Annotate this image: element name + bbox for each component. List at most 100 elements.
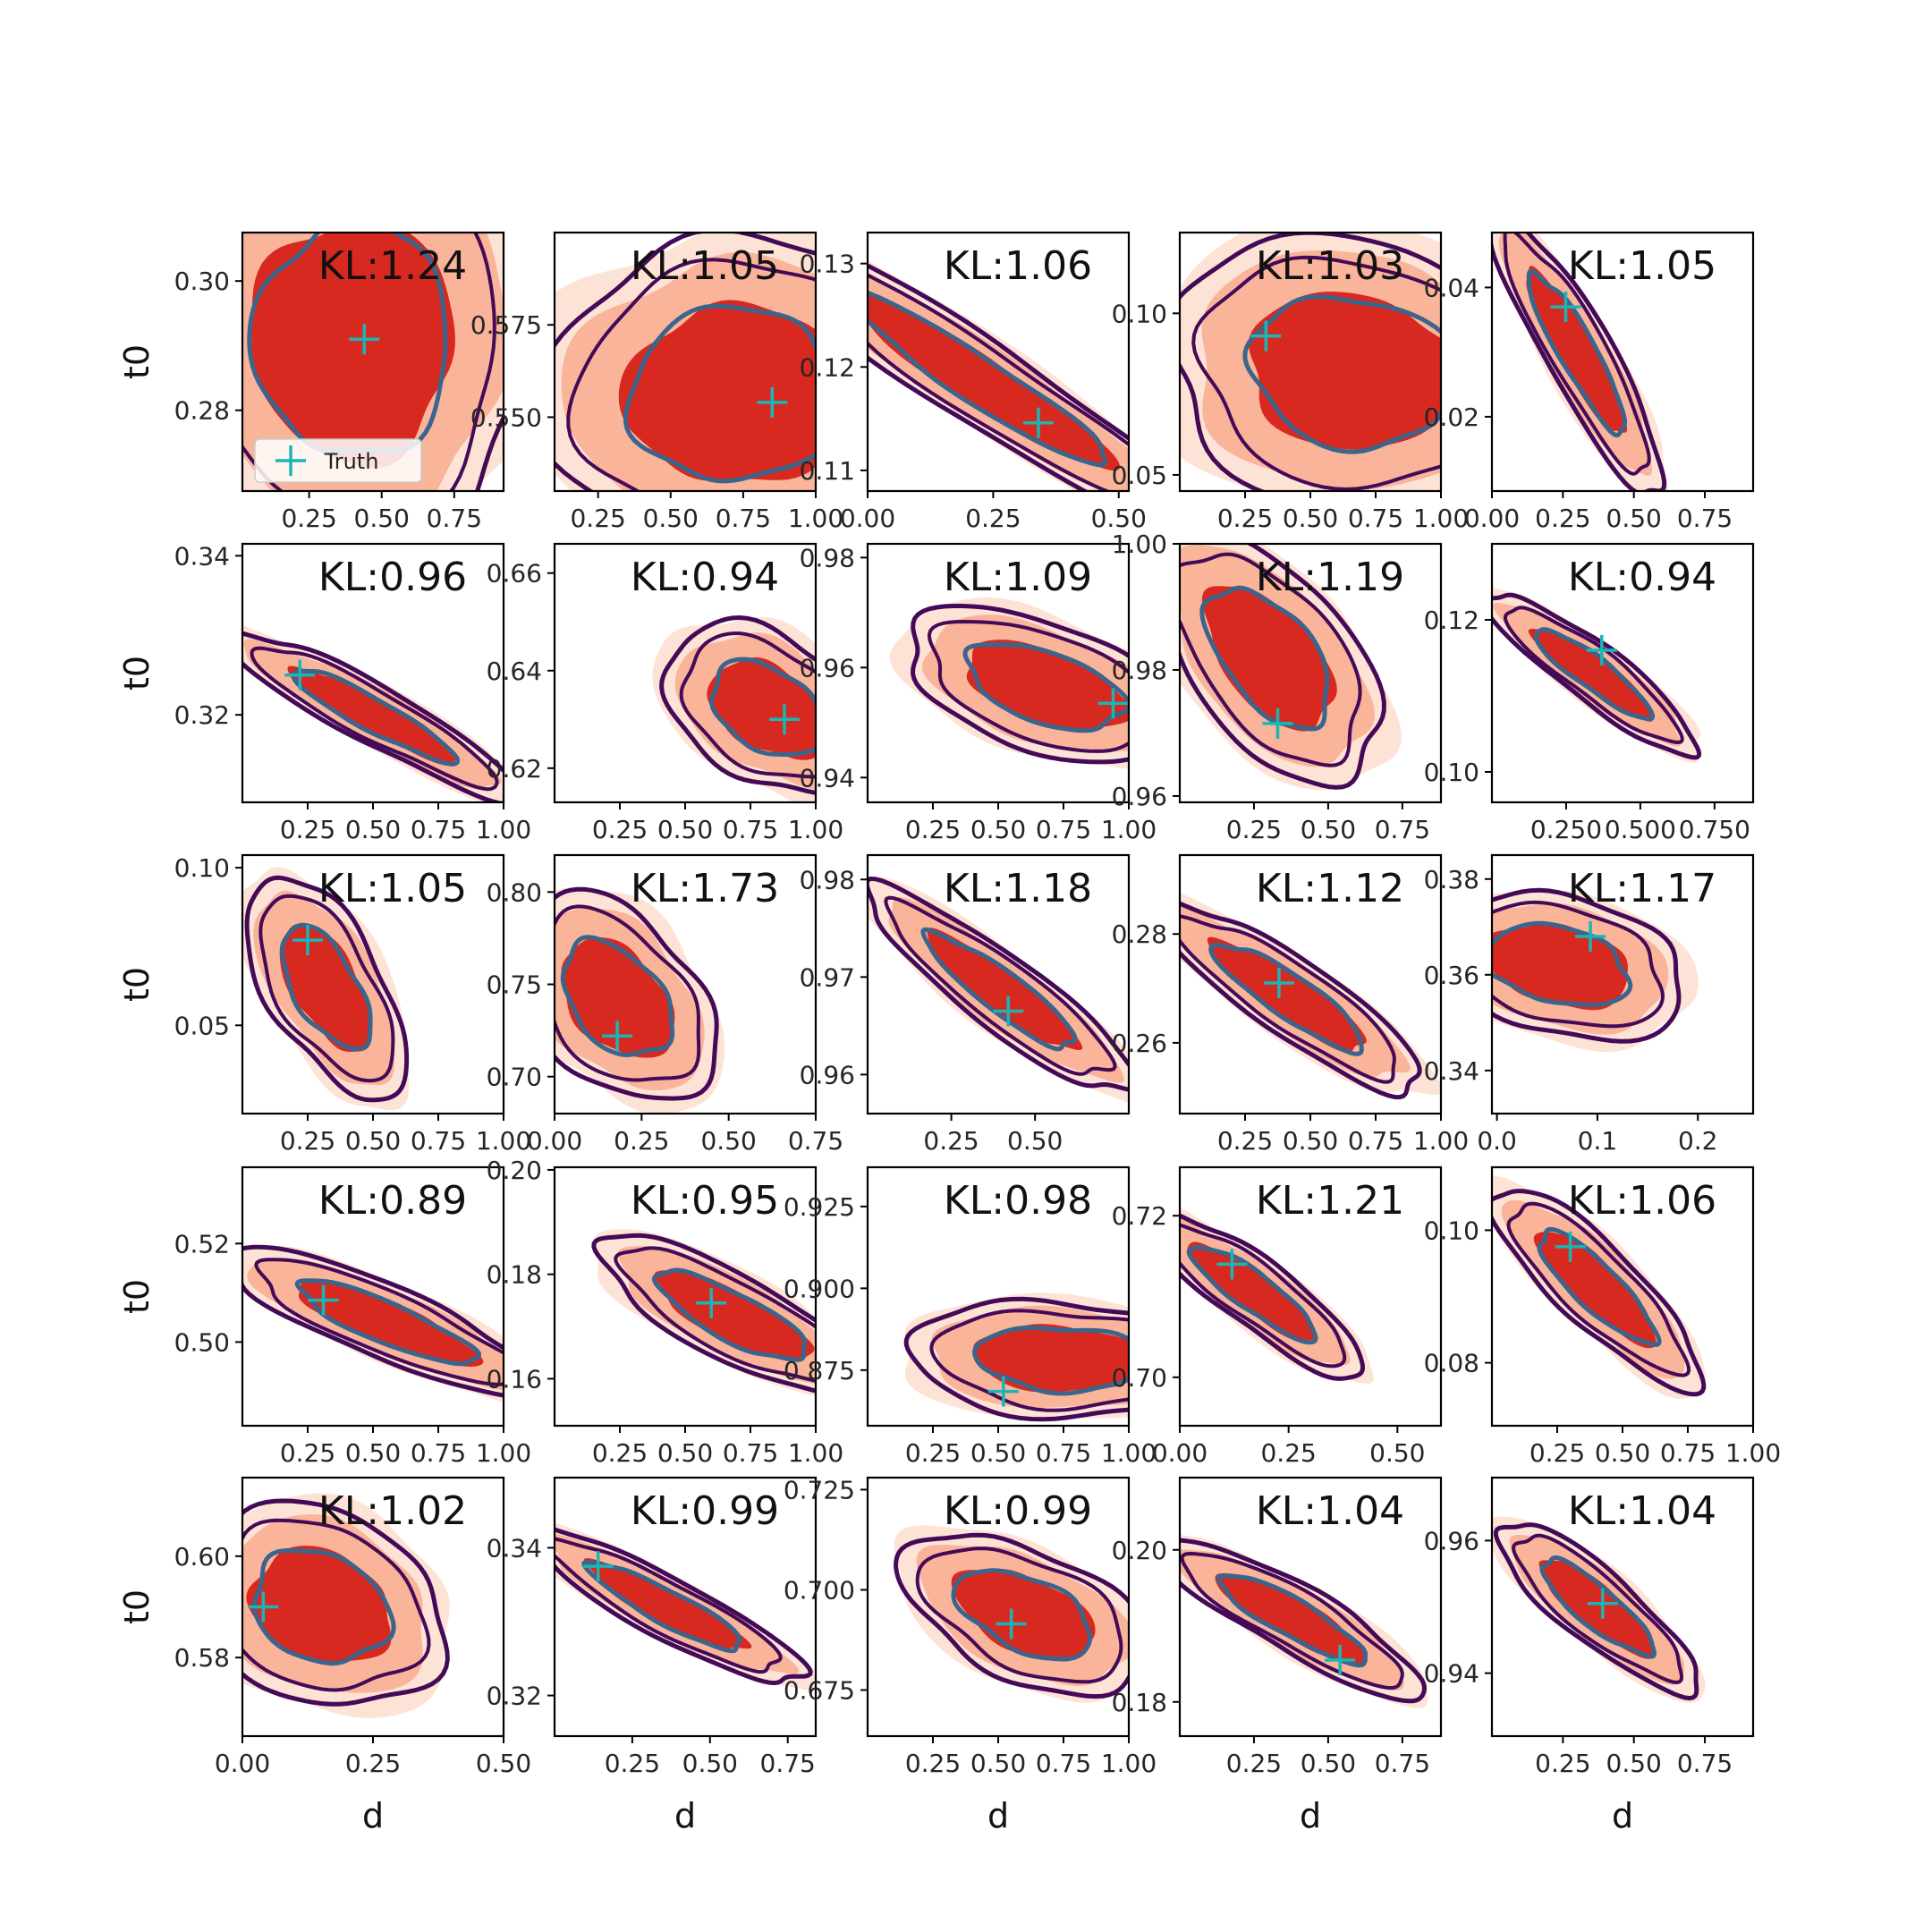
axes-frame (866, 853, 1131, 1115)
x-tick-label: 0.50 (1606, 1749, 1662, 1778)
y-tick-label: 0.50 (174, 1327, 230, 1357)
density-plot (1180, 544, 1402, 791)
y-tick-label: 0.12 (800, 352, 855, 382)
density-plot (1492, 233, 1669, 491)
contour-middle (614, 1246, 816, 1383)
contour-inner (1199, 585, 1330, 732)
x-tick-label: 0.25 (923, 1126, 979, 1156)
y-tick-label: 0.32 (487, 1682, 542, 1711)
kl-label: KL:1.17 (1568, 866, 1716, 911)
x-tick-label: 0.75 (1348, 504, 1403, 533)
legend-box (254, 438, 422, 483)
x-tick-label: 0.75 (788, 1126, 843, 1156)
y-axis-label: t0 (117, 1279, 157, 1314)
y-tick-label: 0.96 (1424, 1526, 1479, 1555)
y-tick-label: 0.26 (1112, 1029, 1167, 1058)
x-tick-label: 0.75 (411, 815, 466, 844)
contour-inner (252, 1548, 396, 1666)
x-tick-label: 0.50 (345, 1126, 401, 1156)
subplot-16: 0.25 0.50 0.75 1.00 0.50 0.52 KL:0.89 t0 (117, 1165, 531, 1468)
axes-frame (553, 231, 818, 493)
density-plot (555, 886, 725, 1114)
truth-marker (1262, 708, 1293, 739)
x-tick-label: 0.25 (592, 1438, 648, 1468)
contour-inner (291, 668, 461, 767)
x-tick-label: 0.25 (905, 1438, 961, 1468)
contour-middle (555, 1537, 783, 1674)
x-tick-label: 0.75 (427, 504, 482, 533)
x-tick-label: 1.00 (788, 504, 843, 533)
density-fill-inner (868, 290, 1121, 471)
contour-inner (247, 233, 448, 454)
y-tick-label: 0.34 (174, 541, 230, 571)
contour-outer (868, 876, 1129, 1092)
contour-inner (972, 1325, 1129, 1396)
y-tick-label: 0.97 (800, 962, 855, 992)
kl-label: KL:0.94 (631, 555, 779, 600)
x-tick-label: 0.50 (1283, 1126, 1338, 1156)
truth-marker (696, 1287, 727, 1318)
contour-middle (1180, 552, 1362, 767)
y-tick-label: 0.80 (487, 877, 542, 907)
subplot-19: 0.00 0.25 0.50 0.70 0.72 KL:1.21 (1112, 1165, 1443, 1468)
legend-label: Truth (324, 449, 379, 474)
y-tick-label: 0.28 (1112, 919, 1167, 949)
density-plot (242, 1244, 504, 1402)
contour-inner (709, 657, 816, 757)
y-tick-label: 0.70 (487, 1063, 542, 1092)
density-plot (1492, 1516, 1706, 1703)
contour-middle (884, 895, 1117, 1076)
contour-outer (555, 1527, 813, 1686)
contour-inner (962, 642, 1129, 733)
x-tick-label: 0.25 (1226, 815, 1282, 844)
x-tick-label: 0.75 (1348, 1126, 1403, 1156)
y-tick-label: 0.20 (1112, 1536, 1167, 1565)
y-tick-label: 0.20 (487, 1156, 542, 1185)
density-plot (868, 876, 1129, 1103)
kl-label: KL:0.94 (1568, 555, 1716, 600)
y-tick-label: 0.98 (1112, 656, 1167, 685)
truth-marker (349, 324, 380, 355)
x-tick-label: 0.50 (345, 815, 401, 844)
x-tick-label: 0.25 (592, 815, 648, 844)
truth-marker (1586, 635, 1617, 665)
density-fill-inner (1528, 629, 1653, 722)
truth-marker (768, 704, 800, 735)
x-tick-label: 0.00 (527, 1126, 582, 1156)
subplot-15: 0.0 0.1 0.2 0.34 0.36 0.38 KL:1.17 (1424, 853, 1755, 1156)
x-tick-label: 0.50 (1007, 1126, 1063, 1156)
x-tick-label: 0.50 (1091, 504, 1147, 533)
x-tick-label: 0.25 (280, 1438, 335, 1468)
truth-marker (1555, 1231, 1586, 1262)
axes-frame (1178, 542, 1443, 804)
density-plot (894, 1525, 1129, 1703)
x-tick-label: 0.50 (970, 1438, 1026, 1468)
contour-inner (1526, 268, 1628, 438)
density-plot (1492, 887, 1699, 1053)
legend-truth-icon (275, 445, 306, 476)
y-tick-label: 0.925 (784, 1192, 855, 1222)
axes-frame (1490, 231, 1755, 493)
x-tick-label: 1.00 (1101, 1438, 1157, 1468)
y-tick-label: 0.94 (1424, 1659, 1479, 1689)
truth-marker (602, 1021, 633, 1052)
axes-frame (866, 231, 1131, 493)
axes-frame (1490, 1476, 1755, 1738)
subplot-6: 0.25 0.50 0.75 1.00 0.32 0.34 KL:0.96 t0 (117, 541, 531, 844)
density-fill-inner (1187, 1241, 1318, 1341)
x-axis-label: d (362, 1796, 384, 1835)
contour-outer (1180, 901, 1422, 1100)
contour-outer (1180, 1538, 1428, 1704)
density-plot (242, 625, 504, 802)
kl-label: KL:0.99 (631, 1488, 779, 1534)
contour-middle (1191, 255, 1441, 491)
x-tick-label: 1.00 (1413, 504, 1469, 533)
kl-label: KL:1.12 (1256, 866, 1404, 911)
density-fill-inner (287, 665, 458, 766)
truth-marker (292, 925, 323, 956)
contour-middle (929, 1309, 1129, 1412)
contour-outer (1493, 1522, 1699, 1701)
y-tick-label: 0.10 (1112, 299, 1167, 328)
x-tick-label: 0.50 (1595, 1438, 1650, 1468)
x-tick-label: 0.75 (716, 504, 771, 533)
